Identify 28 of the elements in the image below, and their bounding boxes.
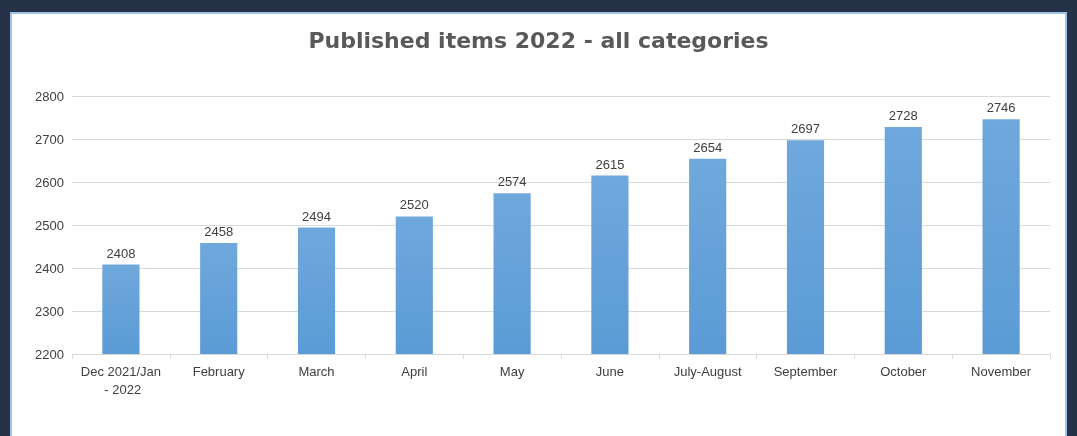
y-tick-label: 2700 <box>35 131 64 147</box>
data-label: 2408 <box>106 245 136 261</box>
x-tick-label: February <box>192 363 246 379</box>
x-tick-label: April <box>401 363 428 379</box>
data-label: 2746 <box>986 100 1016 116</box>
x-tick-label: November <box>971 363 1032 379</box>
y-tick-label: 2500 <box>35 217 64 233</box>
data-label: 2615 <box>595 156 625 172</box>
data-label: 2654 <box>693 139 723 155</box>
chart-title: Published items 2022 - all categories <box>308 27 769 53</box>
x-tick-label: May <box>499 363 525 379</box>
x-tick-label: September <box>773 363 838 379</box>
y-tick-label: 2400 <box>35 260 64 276</box>
data-label: 2520 <box>399 197 429 213</box>
x-tick-label: July-August <box>673 363 743 379</box>
y-tick-label: 2600 <box>35 174 64 190</box>
y-tick-label: 2300 <box>35 303 64 319</box>
x-tick-label: June <box>595 363 624 379</box>
data-label: 2494 <box>302 208 331 224</box>
data-label: 2574 <box>497 174 527 190</box>
data-label: 2728 <box>888 107 918 123</box>
y-tick-label: 2200 <box>35 346 64 362</box>
data-label: 2697 <box>791 121 820 137</box>
x-tick-label: March <box>298 363 335 379</box>
x-tick-label: October <box>880 363 928 379</box>
x-tick-label: Dec 2021/Jan - 2022 <box>80 363 162 397</box>
data-label: 2458 <box>204 224 234 240</box>
y-tick-label: 2800 <box>35 88 64 104</box>
